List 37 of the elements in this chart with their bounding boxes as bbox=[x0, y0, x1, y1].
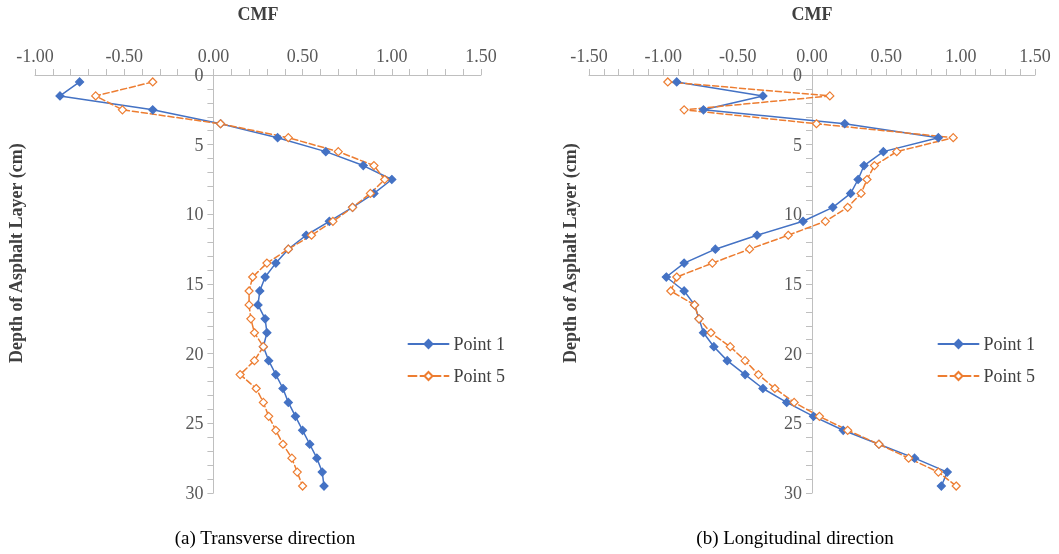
y-tick-label: 30 bbox=[784, 483, 802, 503]
y-tick-label: 0 bbox=[793, 65, 802, 85]
x-tick-label: -0.50 bbox=[105, 46, 143, 66]
y-tick-label: 10 bbox=[185, 204, 204, 225]
y-tick-label: 30 bbox=[185, 483, 204, 503]
y-tick-label: 25 bbox=[784, 413, 802, 434]
y-tick-label: 5 bbox=[793, 134, 802, 155]
y-tick-label: 10 bbox=[784, 204, 802, 225]
x-tick-label: 0.00 bbox=[197, 46, 230, 66]
x-tick-label: 0.50 bbox=[870, 46, 903, 66]
y-tick-label: 25 bbox=[185, 413, 204, 434]
x-axis-title: CMF bbox=[237, 4, 279, 24]
y-tick-label: 15 bbox=[185, 274, 204, 294]
x-tick-label: 1.50 bbox=[465, 46, 497, 66]
y-tick-label: 20 bbox=[784, 343, 802, 364]
x-tick-label: 1.00 bbox=[944, 46, 977, 66]
text: (b) Longitudinal direction bbox=[696, 527, 895, 549]
y-tick-label: 20 bbox=[185, 343, 204, 364]
x-tick-label: -1.00 bbox=[16, 46, 54, 66]
x-tick-label: -1.00 bbox=[644, 46, 683, 66]
x-tick-label: 0.50 bbox=[286, 46, 319, 66]
x-tick-label: 1.50 bbox=[1019, 46, 1051, 66]
legend-label: Point 1 bbox=[983, 334, 1035, 354]
y-tick-label: 0 bbox=[194, 65, 204, 85]
legend-label: Point 5 bbox=[983, 366, 1035, 386]
y-tick-label: 15 bbox=[784, 274, 802, 294]
y-tick-label: 5 bbox=[194, 134, 204, 155]
text: (a) Transverse direction bbox=[174, 527, 356, 549]
x-tick-label: 0.00 bbox=[796, 46, 828, 66]
legend-label: Point 5 bbox=[453, 366, 505, 386]
x-tick-label: 1.00 bbox=[376, 46, 408, 66]
y-axis-title: Depth of Asphalt Layer (cm) bbox=[560, 143, 581, 363]
x-tick-label: -1.50 bbox=[570, 46, 608, 66]
legend-label: Point 1 bbox=[453, 334, 505, 354]
x-axis-title: CMF bbox=[791, 4, 833, 24]
y-axis-title: Depth of Asphalt Layer (cm) bbox=[6, 143, 27, 363]
x-tick-label: -0.50 bbox=[718, 46, 757, 66]
